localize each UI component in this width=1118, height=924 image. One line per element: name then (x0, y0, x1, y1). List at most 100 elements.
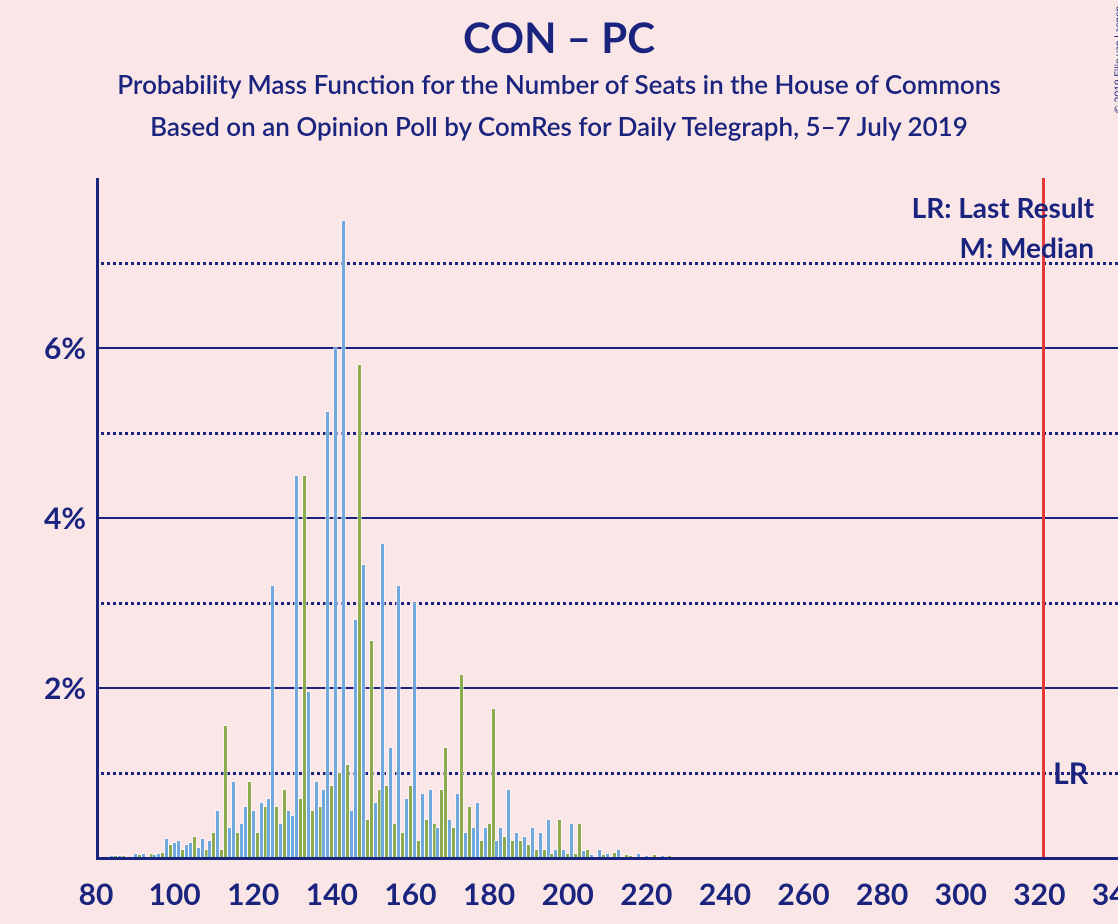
pmf-bar (381, 544, 384, 859)
pmf-bar (248, 782, 251, 859)
pmf-bar (405, 799, 408, 859)
pmf-bar (271, 586, 274, 858)
pmf-bar (578, 824, 581, 858)
pmf-bar (374, 803, 377, 858)
pmf-bar (370, 641, 373, 858)
pmf-bar (511, 841, 514, 858)
pmf-bar (165, 839, 168, 858)
bars-container (96, 178, 1118, 858)
pmf-bar (366, 820, 369, 858)
pmf-bar (519, 841, 522, 858)
pmf-bar (460, 675, 463, 858)
copyright-text: © 2019 Filip van Laenen (1112, 6, 1118, 113)
pmf-bar (433, 824, 436, 858)
y-axis-line (96, 178, 99, 858)
x-tick-label: 180 (463, 876, 515, 912)
pmf-bar (307, 692, 310, 858)
pmf-bar (547, 820, 550, 858)
pmf-bar (421, 794, 424, 858)
pmf-bar (256, 833, 259, 859)
pmf-bar (244, 807, 247, 858)
pmf-bar (558, 820, 561, 858)
plot-area: LR LR: Last Result M: Median (96, 178, 1118, 858)
pmf-bar (362, 565, 365, 858)
pmf-bar (326, 412, 329, 858)
y-tick-label: 2% (16, 670, 86, 706)
pmf-bar (287, 811, 290, 858)
pmf-bar (236, 833, 239, 859)
pmf-bar (346, 765, 349, 859)
pmf-bar (444, 748, 447, 859)
pmf-bar (417, 841, 420, 858)
x-tick-label: 100 (149, 876, 201, 912)
pmf-bar (480, 841, 483, 858)
pmf-bar (523, 837, 526, 858)
pmf-bar (492, 709, 495, 858)
pmf-bar (393, 824, 396, 858)
pmf-bar (201, 839, 204, 858)
pmf-bar (570, 824, 573, 858)
pmf-bar (425, 820, 428, 858)
pmf-bar (338, 773, 341, 858)
pmf-bar (303, 476, 306, 859)
last-result-label: LR (1053, 755, 1088, 791)
pmf-bar (232, 782, 235, 859)
pmf-bar (507, 790, 510, 858)
y-tick-label: 6% (16, 330, 86, 366)
pmf-bar (334, 348, 337, 858)
pmf-bar (342, 221, 345, 859)
pmf-bar (299, 799, 302, 859)
pmf-bar (295, 476, 298, 859)
pmf-bar (495, 841, 498, 858)
pmf-bar (472, 828, 475, 858)
pmf-bar (189, 843, 192, 858)
x-tick-label: 340 (1092, 876, 1118, 912)
x-tick-label: 120 (227, 876, 279, 912)
pmf-bar (322, 790, 325, 858)
pmf-bar (440, 790, 443, 858)
chart-subtitle-1: Probability Mass Function for the Number… (0, 68, 1118, 100)
pmf-bar (515, 833, 518, 859)
pmf-bar (476, 803, 479, 858)
chart-title: CON – PC (0, 12, 1118, 62)
pmf-bar (311, 811, 314, 858)
x-tick-label: 200 (542, 876, 594, 912)
legend-median: M: Median (960, 230, 1094, 264)
pmf-bar (389, 748, 392, 859)
pmf-bar (385, 786, 388, 858)
x-tick-label: 240 (699, 876, 751, 912)
pmf-bar (275, 807, 278, 858)
pmf-bar (279, 824, 282, 858)
pmf-bar (193, 837, 196, 858)
legend-last-result: LR: Last Result (912, 190, 1094, 224)
pmf-bar (319, 807, 322, 858)
pmf-bar (499, 828, 502, 858)
x-tick-label: 220 (620, 876, 672, 912)
last-result-line (1042, 178, 1045, 858)
pmf-bar (216, 811, 219, 858)
pmf-bar (531, 828, 534, 858)
pmf-bar (539, 833, 542, 859)
pmf-bar (429, 790, 432, 858)
pmf-bar (397, 586, 400, 858)
pmf-bar (401, 833, 404, 859)
pmf-bar (260, 803, 263, 858)
x-tick-label: 280 (856, 876, 908, 912)
x-tick-label: 260 (777, 876, 829, 912)
pmf-bar (436, 828, 439, 858)
pmf-bar (503, 837, 506, 858)
pmf-bar (228, 828, 231, 858)
pmf-bar (267, 799, 270, 859)
x-tick-label: 160 (384, 876, 436, 912)
pmf-bar (378, 790, 381, 858)
pmf-bar (208, 841, 211, 858)
x-tick-label: 80 (79, 876, 114, 912)
x-tick-label: 300 (935, 876, 987, 912)
pmf-bar (464, 833, 467, 859)
y-tick-label: 4% (16, 500, 86, 536)
pmf-bar (354, 620, 357, 858)
pmf-bar (173, 843, 176, 858)
pmf-bar (409, 786, 412, 858)
pmf-bar (484, 828, 487, 858)
pmf-bar (240, 824, 243, 858)
